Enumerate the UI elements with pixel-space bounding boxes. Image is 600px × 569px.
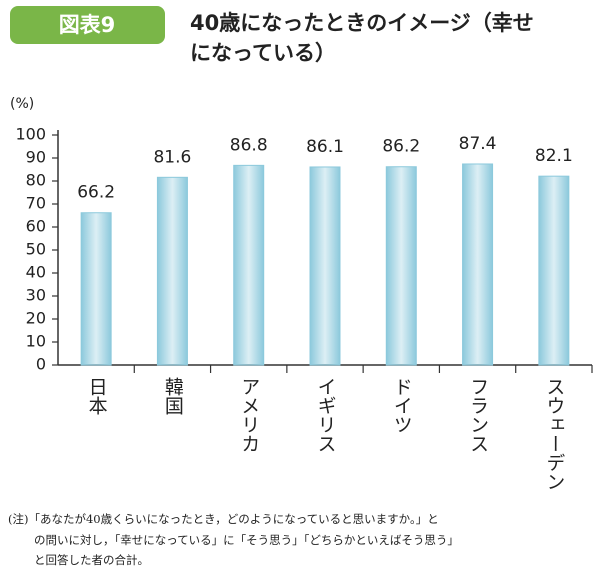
y-tick-label: 70 [26, 194, 46, 213]
value-label: 87.4 [459, 134, 497, 154]
x-tick-label: アメリカ [238, 377, 260, 453]
value-label: 86.8 [230, 135, 268, 155]
y-tick-label: 100 [15, 125, 46, 144]
chart-title: になっている） [190, 41, 336, 65]
x-tick-label: 日本 [86, 377, 108, 415]
bar [385, 166, 417, 366]
y-axis-label: (%) [10, 96, 34, 112]
badge-bg [10, 6, 165, 44]
y-tick-label: 30 [26, 286, 46, 305]
bar [462, 163, 494, 366]
chart-title: 40歳になったときのイメージ（幸せ [190, 11, 534, 35]
value-label: 66.2 [77, 183, 115, 203]
bar [80, 212, 112, 366]
x-tick-label: フランス [467, 377, 489, 453]
value-label: 81.6 [153, 147, 191, 167]
y-tick-label: 40 [26, 263, 46, 282]
y-tick-label: 0 [36, 355, 46, 374]
bar [233, 164, 265, 366]
y-tick-label: 90 [26, 148, 46, 167]
value-label: 86.2 [382, 137, 420, 157]
y-tick-label: 10 [26, 332, 46, 351]
x-tick-label: ドイツ [391, 377, 413, 434]
y-tick-label: 80 [26, 171, 46, 190]
bar [309, 166, 341, 366]
y-tick-label: 50 [26, 240, 46, 259]
badge: 図表9 [59, 13, 116, 37]
bar [538, 175, 570, 366]
note: と回答した者の合計。 [34, 553, 149, 567]
x-tick-label: スウェーデン [543, 377, 565, 491]
value-label: 82.1 [535, 146, 573, 166]
note: の問いに対し，「幸せになっている」に「そう思う」「どちらかといえばそう思う」 [34, 533, 459, 547]
x-tick-label: イギリス [315, 377, 337, 453]
x-tick-label: 韓国 [162, 377, 184, 415]
value-label: 86.1 [306, 137, 344, 157]
y-tick-label: 60 [26, 217, 46, 236]
y-tick-label: 20 [26, 309, 46, 328]
note: (注)「あなたが40歳くらいになったとき，どのようになっていると思いますか。」と [8, 512, 439, 526]
bar [156, 176, 188, 366]
